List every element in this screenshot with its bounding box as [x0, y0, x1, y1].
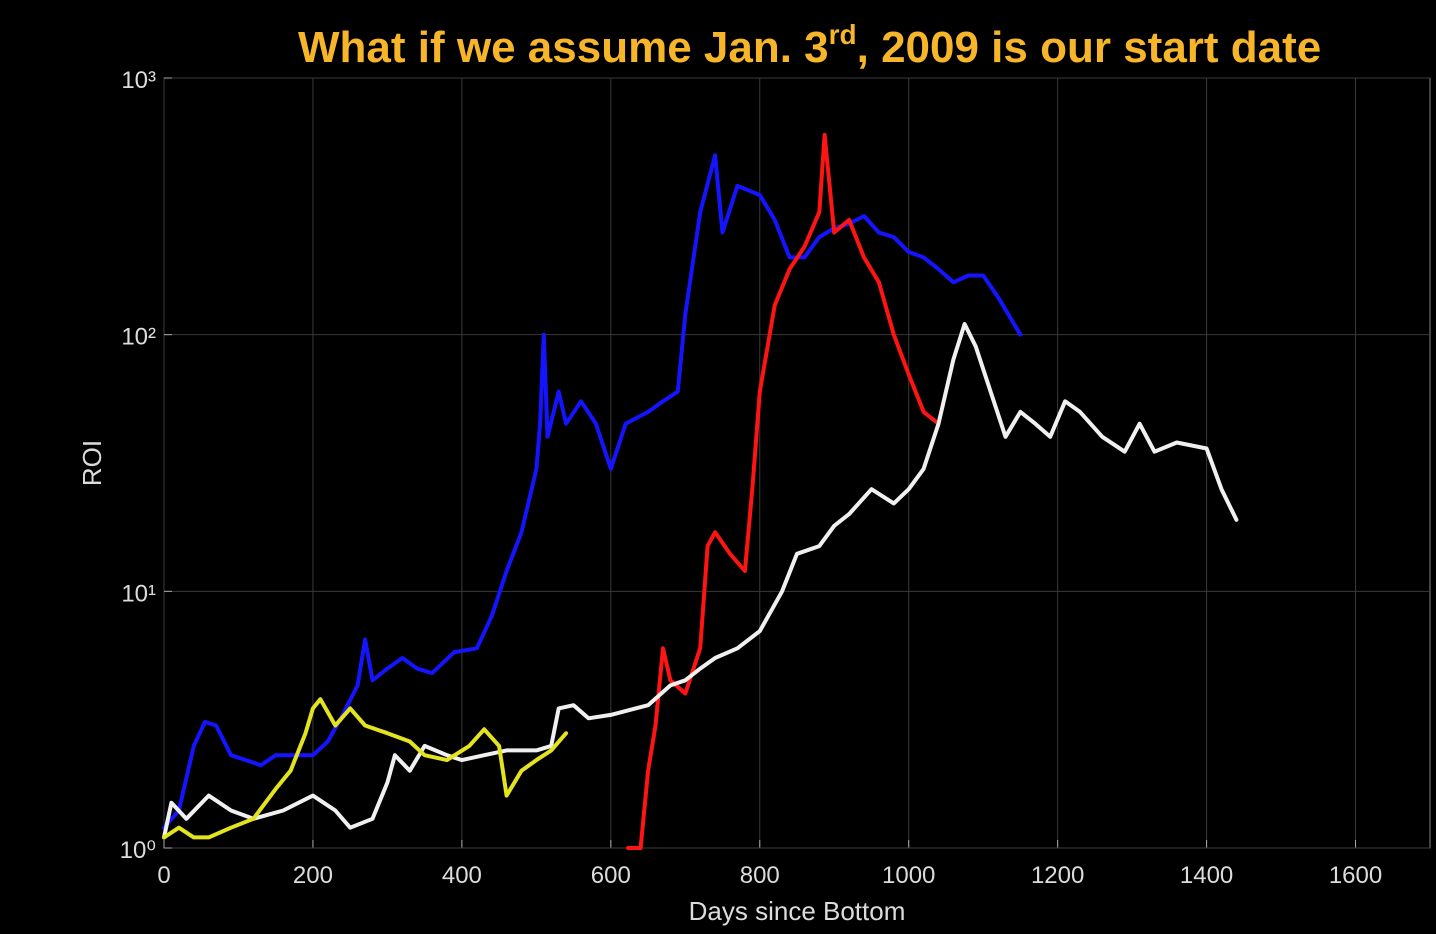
y-tick-label: 10²	[121, 324, 156, 351]
chart-title: What if we assume Jan. 3rd, 2009 is our …	[298, 19, 1321, 72]
x-tick-label: 600	[591, 862, 631, 889]
y-tick-label: 10⁰	[120, 837, 156, 864]
series-line	[626, 132, 941, 850]
x-tick-label: 1600	[1329, 862, 1382, 889]
x-tick-label: 200	[293, 862, 333, 889]
x-tick-label: 1000	[882, 862, 935, 889]
series-line	[162, 697, 569, 840]
y-axis-label: ROI	[77, 440, 107, 486]
plot-area	[163, 77, 1431, 849]
x-tick-label: 1400	[1180, 862, 1233, 889]
x-tick-label: 0	[157, 862, 170, 889]
x-tick-label: 400	[442, 862, 482, 889]
x-axis-label: Days since Bottom	[689, 896, 906, 926]
series-line	[162, 153, 1023, 830]
title-part: What if we assume Jan. 3	[298, 23, 829, 72]
x-tick-label: 800	[740, 862, 780, 889]
title-part: , 2009 is our start date	[857, 23, 1322, 72]
title-superscript: rd	[829, 19, 857, 50]
x-tick-label: 1200	[1031, 862, 1084, 889]
series-line	[162, 322, 1239, 840]
y-tick-label: 10³	[121, 67, 156, 94]
y-tick-label: 10¹	[121, 580, 156, 607]
